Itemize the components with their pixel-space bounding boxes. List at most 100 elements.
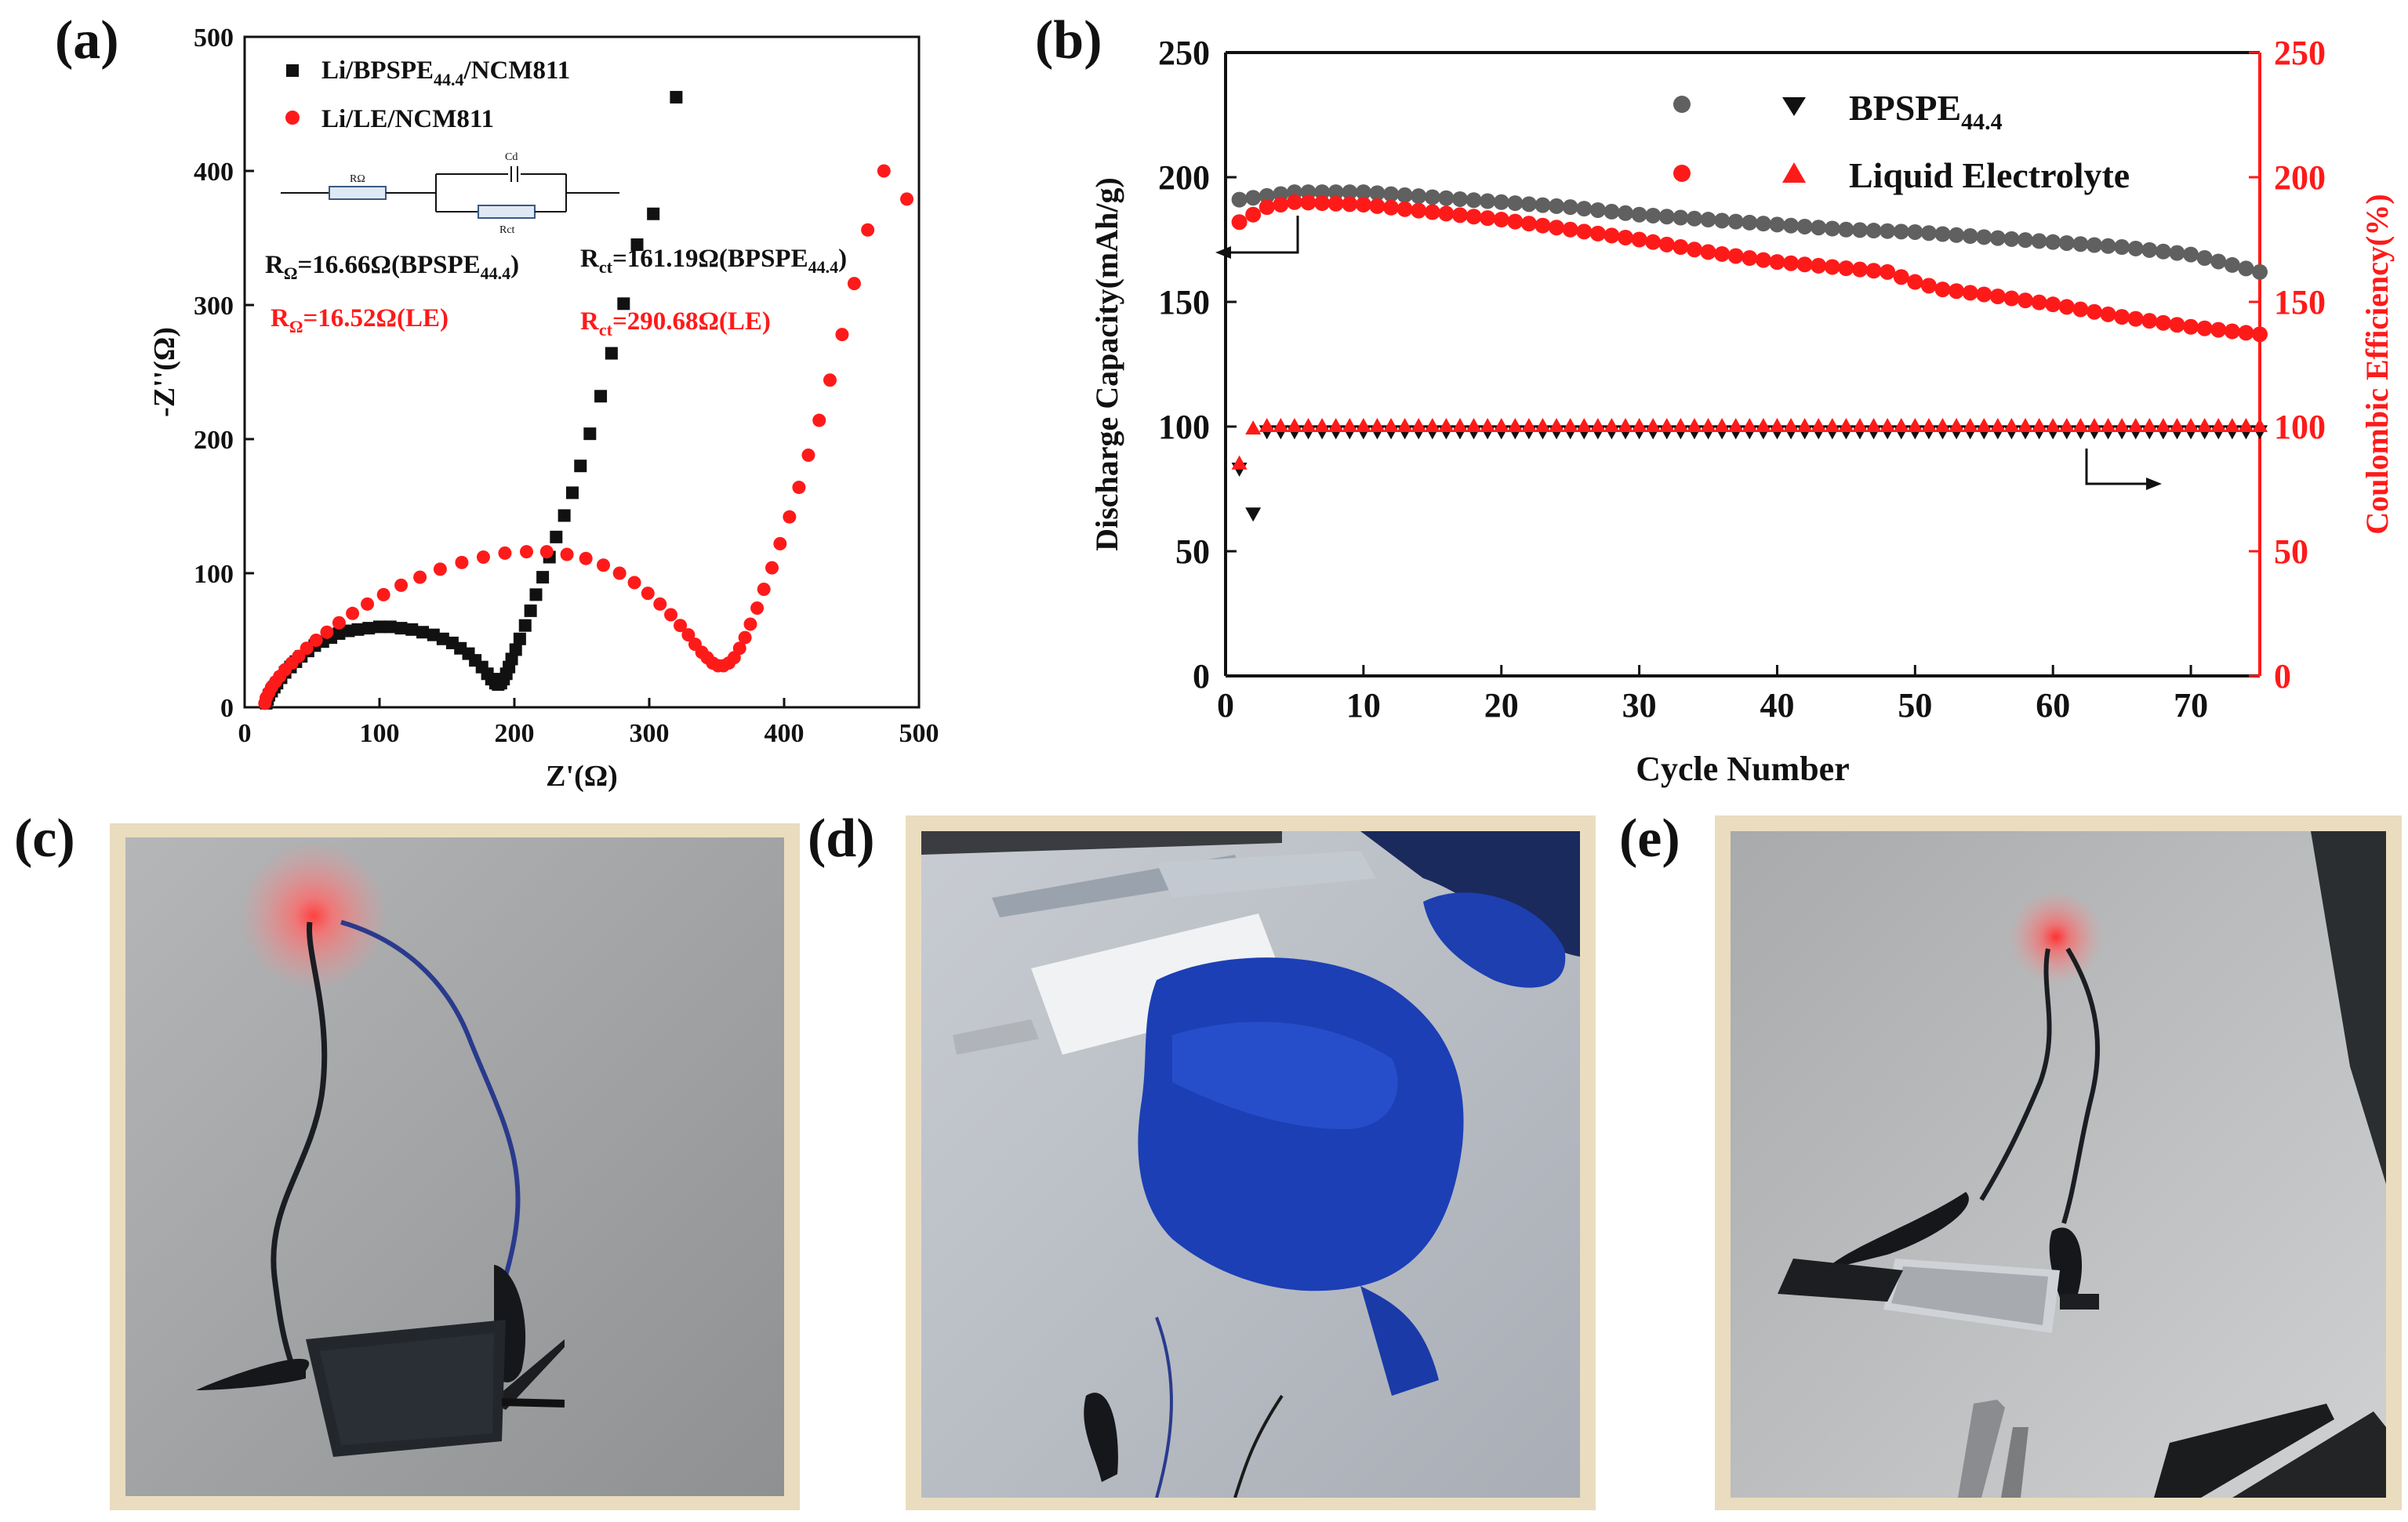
- x-tick-label: 10: [1346, 686, 1381, 725]
- bpspe-impedance-point: [536, 571, 550, 584]
- le-capacity-point: [1742, 250, 1758, 267]
- bpspe-capacity-point: [1714, 212, 1731, 229]
- le-ce-point: [2224, 418, 2240, 432]
- le-ce-point: [1604, 418, 1620, 432]
- left-y-tick-label: 150: [1158, 283, 1210, 321]
- le-capacity-point: [1231, 214, 1248, 231]
- le-ce-point: [1424, 418, 1440, 432]
- bpspe-capacity-point: [1466, 192, 1482, 209]
- le-ce-point: [1327, 418, 1344, 432]
- left-y-tick-label: 100: [1158, 408, 1210, 446]
- panel-label-a: (a): [55, 10, 119, 71]
- le-capacity-point: [1327, 195, 1344, 212]
- le-ce-point: [1355, 418, 1371, 432]
- bpspe-capacity-point: [1411, 188, 1427, 205]
- le-ce-point: [1700, 418, 1716, 432]
- le-ce-point: [1438, 418, 1455, 432]
- le-impedance-point: [498, 546, 512, 560]
- le-capacity-point: [2210, 321, 2227, 338]
- le-capacity-point: [1314, 195, 1331, 212]
- x-tick-label: 0: [1217, 686, 1234, 725]
- le-impedance-point: [579, 551, 593, 565]
- le-capacity-point: [1700, 244, 1716, 260]
- photo-cut-pouch-cell-lighting-led: [1731, 831, 2386, 1498]
- le-impedance-point: [394, 578, 409, 592]
- bpspe-capacity-point: [1231, 191, 1248, 208]
- le-ce-point: [1411, 418, 1427, 432]
- bpspe-capacity-point: [2031, 233, 2047, 249]
- le-ce-point: [1880, 418, 1896, 432]
- le-ce-point: [1838, 418, 1854, 432]
- impedance-chart: 0 100 200 300 400 500 0 100 200 300 400 500 Z'(Ω) -Z'…: [148, 24, 939, 792]
- legend-marker-le: [285, 111, 300, 125]
- left-y-axis-label: Discharge Capacity(mAh/g): [1089, 177, 1124, 551]
- le-impedance-point: [346, 606, 360, 620]
- le-ce-point: [1396, 418, 1413, 432]
- bpspe-capacity-point: [1700, 212, 1716, 228]
- bpspe-capacity-point: [1934, 226, 1951, 242]
- le-capacity-point: [2141, 313, 2158, 329]
- le-impedance-point: [750, 601, 765, 615]
- bpspe-capacity-point: [2252, 263, 2268, 280]
- bpspe-capacity-point: [1576, 201, 1593, 217]
- bpspe-capacity-point: [1989, 230, 2006, 246]
- bpspe-capacity-point: [1396, 187, 1413, 203]
- bpspe-capacity-point: [2045, 234, 2061, 250]
- le-ce-point: [2238, 418, 2254, 432]
- le-capacity-point: [1838, 260, 1854, 277]
- panel-label-d: (d): [808, 808, 875, 869]
- le-capacity-point: [1355, 196, 1371, 212]
- le-ce-point: [1865, 418, 1882, 432]
- le-capacity-point: [1589, 225, 1606, 242]
- le-ce-point: [2114, 418, 2130, 432]
- le-capacity-point: [1396, 201, 1413, 217]
- panel-label-b: (b): [1035, 10, 1102, 71]
- le-capacity-point: [1273, 196, 1289, 212]
- le-capacity-point: [2238, 325, 2254, 341]
- le-ce-point: [2141, 418, 2158, 432]
- right-y-axis-label: Coulombic Efficiency(%): [2359, 194, 2395, 534]
- photo-flat-pouch-cell-lighting-led: [125, 837, 784, 1496]
- bpspe-capacity-point: [2072, 236, 2089, 252]
- left-y-tick-label: 0: [1193, 657, 1210, 696]
- x-tick-label: 70: [2174, 686, 2208, 725]
- le-capacity-point: [1658, 236, 1675, 252]
- bpspe-impedance-point: [529, 588, 543, 601]
- bpspe-capacity-point: [1493, 194, 1509, 210]
- y-tick-label: 200: [194, 426, 234, 455]
- le-ce-point: [1520, 418, 1537, 432]
- bpspe-impedance-point: [394, 622, 408, 635]
- le-impedance-point: [835, 328, 849, 342]
- le-capacity-point: [2031, 294, 2047, 311]
- le-impedance-point: [877, 164, 891, 178]
- y-tick-label: 100: [194, 560, 234, 589]
- impedance-plot-frame: [243, 35, 921, 709]
- le-ce-point: [1811, 418, 1827, 432]
- le-ce-point: [2003, 418, 2020, 432]
- le-capacity-point: [1949, 283, 1965, 300]
- bpspe-capacity-point: [2127, 240, 2144, 256]
- bpspe-impedance-point: [513, 632, 526, 645]
- le-capacity-point: [2003, 290, 2020, 307]
- bpspe-capacity-point: [1727, 213, 1744, 230]
- bpspe-capacity-point: [1327, 184, 1344, 201]
- left-y-tick-label: 50: [1175, 532, 1210, 571]
- bpspe-capacity-point: [1383, 186, 1400, 202]
- le-capacity-point: [1383, 199, 1400, 216]
- bpspe-capacity-point: [1480, 193, 1496, 209]
- le-ce-point: [1824, 418, 1840, 432]
- bpspe-capacity-point: [1314, 184, 1331, 201]
- bpspe-capacity-point: [2114, 239, 2130, 256]
- x-axis-label: Cycle Number: [1636, 750, 1850, 788]
- le-impedance-point: [823, 373, 837, 387]
- le-ce-point: [2210, 418, 2227, 432]
- le-ce-point: [2058, 418, 2075, 432]
- le-impedance-point: [653, 597, 667, 611]
- bpspe-capacity-point: [1424, 189, 1440, 205]
- le-impedance-point: [812, 413, 826, 427]
- right-axis-pointer-arrow: [2085, 449, 2162, 490]
- x-tick-label: 300: [630, 719, 670, 748]
- le-impedance-point: [332, 616, 346, 630]
- bpspe-impedance-point: [558, 509, 571, 522]
- bpspe-capacity-point: [1507, 195, 1524, 212]
